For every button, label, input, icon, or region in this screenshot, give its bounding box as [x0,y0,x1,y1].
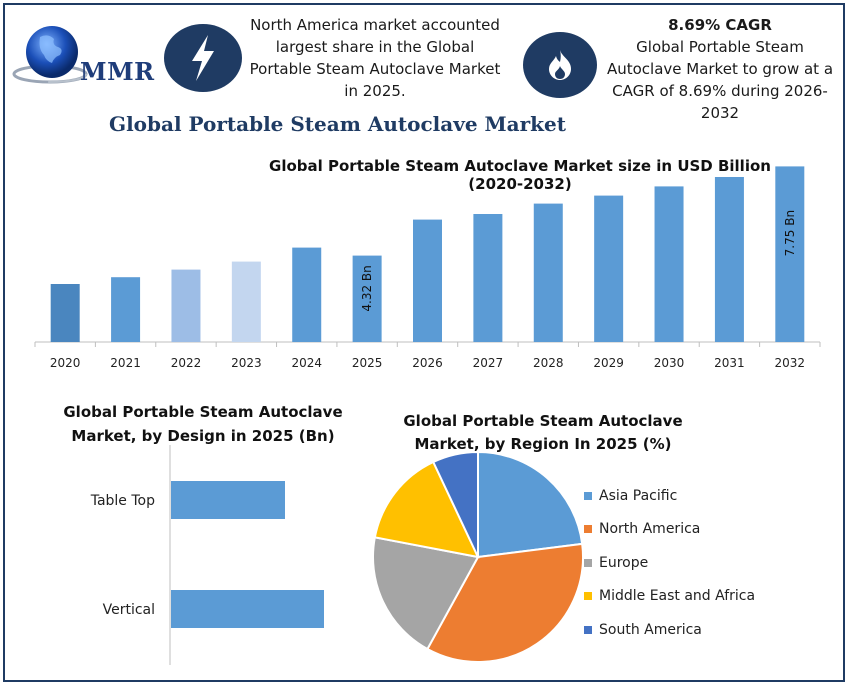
legend-swatch-asia-pacific [584,491,592,500]
legend-swatch-south-america [584,625,592,634]
region-legend: Asia Pacific North America Europe Middle Ea… [584,479,755,647]
cagr-headline: 8.69% CAGR [668,16,772,34]
globe-icon [12,26,88,84]
flame-icon [523,32,597,98]
legend-item-europe: Europe [584,546,755,580]
legend-label-south-america: South America [599,621,702,638]
mmr-logo: MMR [10,12,160,92]
lightning-bolt-icon [164,24,242,92]
cagr-callout: 8.69% CAGR Global Portable Steam Autocla… [605,14,835,124]
legend-swatch-europe [584,558,592,567]
market-size-chart-title: Global Portable Steam Autoclave Market s… [269,157,771,193]
legend-swatch-north-america [584,525,592,534]
legend-item-asia-pacific: Asia Pacific [584,479,755,513]
north-america-callout: North America market accounted largest s… [249,16,501,100]
cagr-text: Global Portable Steam Autoclave Market t… [606,38,834,122]
legend-label-middle-east-and-africa: Middle East and Africa [599,588,756,605]
legend-swatch-middle-east-and-africa [584,592,592,601]
legend-label-north-america: North America [599,521,701,538]
design-chart-title: Global Portable Steam Autoclave Market, … [63,403,343,445]
legend-item-middle-east-and-africa: Middle East and Africa [584,580,755,614]
region-chart-title: Global Portable Steam Autoclave Market, … [403,412,683,453]
main-title: Global Portable Steam Autoclave Market [109,112,566,136]
legend-label-asia-pacific: Asia Pacific [599,487,678,504]
legend-item-north-america: North America [584,513,755,547]
legend-item-south-america: South America [584,613,755,647]
legend-label-europe: Europe [599,554,649,571]
logo-text: MMR [80,57,155,86]
